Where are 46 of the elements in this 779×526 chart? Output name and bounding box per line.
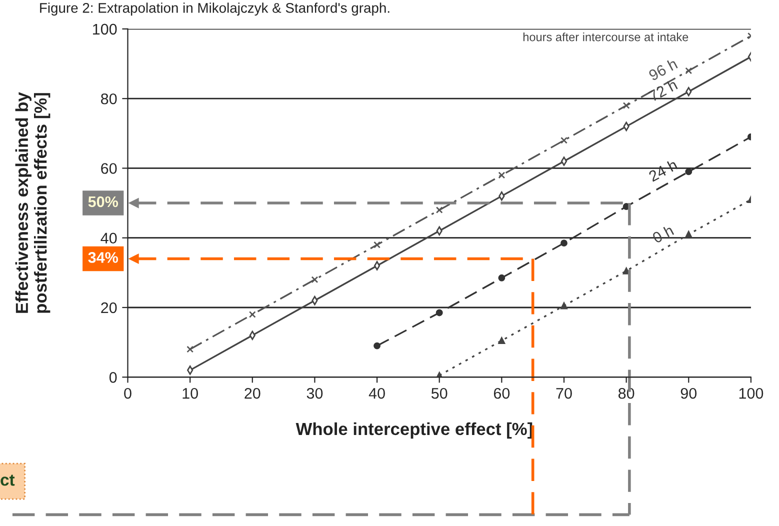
point bbox=[374, 342, 381, 350]
x-tick-label: 40 bbox=[368, 388, 385, 399]
x-tick-label: 90 bbox=[680, 388, 697, 399]
y-tick-label: 20 bbox=[101, 302, 117, 314]
text: 72 h bbox=[648, 78, 678, 102]
point bbox=[622, 102, 630, 110]
legend-title: hours after intercourse at intake bbox=[523, 32, 688, 42]
point bbox=[374, 241, 381, 248]
ref-line-label: 50% bbox=[88, 196, 118, 208]
ref-line-label: 34% bbox=[88, 252, 118, 263]
y-axis-title: Effectiveness explained by postfertilization effects [%] bbox=[15, 92, 50, 313]
x-tick-label: 70 bbox=[556, 388, 572, 399]
y-tick-label: 0 bbox=[109, 372, 117, 383]
point bbox=[436, 309, 443, 316]
point bbox=[560, 136, 568, 144]
x-tick-label: 0 bbox=[124, 388, 132, 399]
y-tick-label: 100 bbox=[93, 24, 117, 35]
point bbox=[685, 230, 692, 238]
text: 0 h bbox=[652, 224, 674, 244]
y-tick-label: 60 bbox=[101, 163, 117, 174]
point bbox=[498, 337, 506, 344]
chart-title: Figure 2: Extrapolation in Mikolajczyk & Stanford's graph. bbox=[40, 2, 390, 16]
x-tick-label: 100 bbox=[739, 388, 764, 399]
point bbox=[560, 156, 568, 166]
y-tick-label: 40 bbox=[100, 232, 117, 244]
point bbox=[436, 206, 443, 214]
point bbox=[248, 310, 256, 318]
point bbox=[498, 274, 506, 282]
text: ct bbox=[0, 474, 15, 486]
point bbox=[374, 261, 380, 270]
x-tick-label: 30 bbox=[306, 388, 323, 399]
point bbox=[560, 302, 568, 310]
x-tick-label: 20 bbox=[244, 388, 260, 399]
x-tick-label: 60 bbox=[494, 388, 510, 399]
point bbox=[560, 240, 568, 247]
text: 24 h bbox=[648, 158, 678, 182]
point bbox=[186, 346, 194, 353]
point bbox=[311, 276, 318, 284]
point bbox=[685, 67, 692, 74]
x-tick-label: 10 bbox=[182, 388, 198, 399]
text: 96 h bbox=[648, 58, 678, 81]
y-tick-label: 80 bbox=[101, 93, 117, 104]
point bbox=[498, 172, 506, 179]
point bbox=[685, 168, 692, 176]
x-tick-label: 50 bbox=[431, 388, 448, 399]
x-tick-label: 80 bbox=[618, 388, 634, 399]
